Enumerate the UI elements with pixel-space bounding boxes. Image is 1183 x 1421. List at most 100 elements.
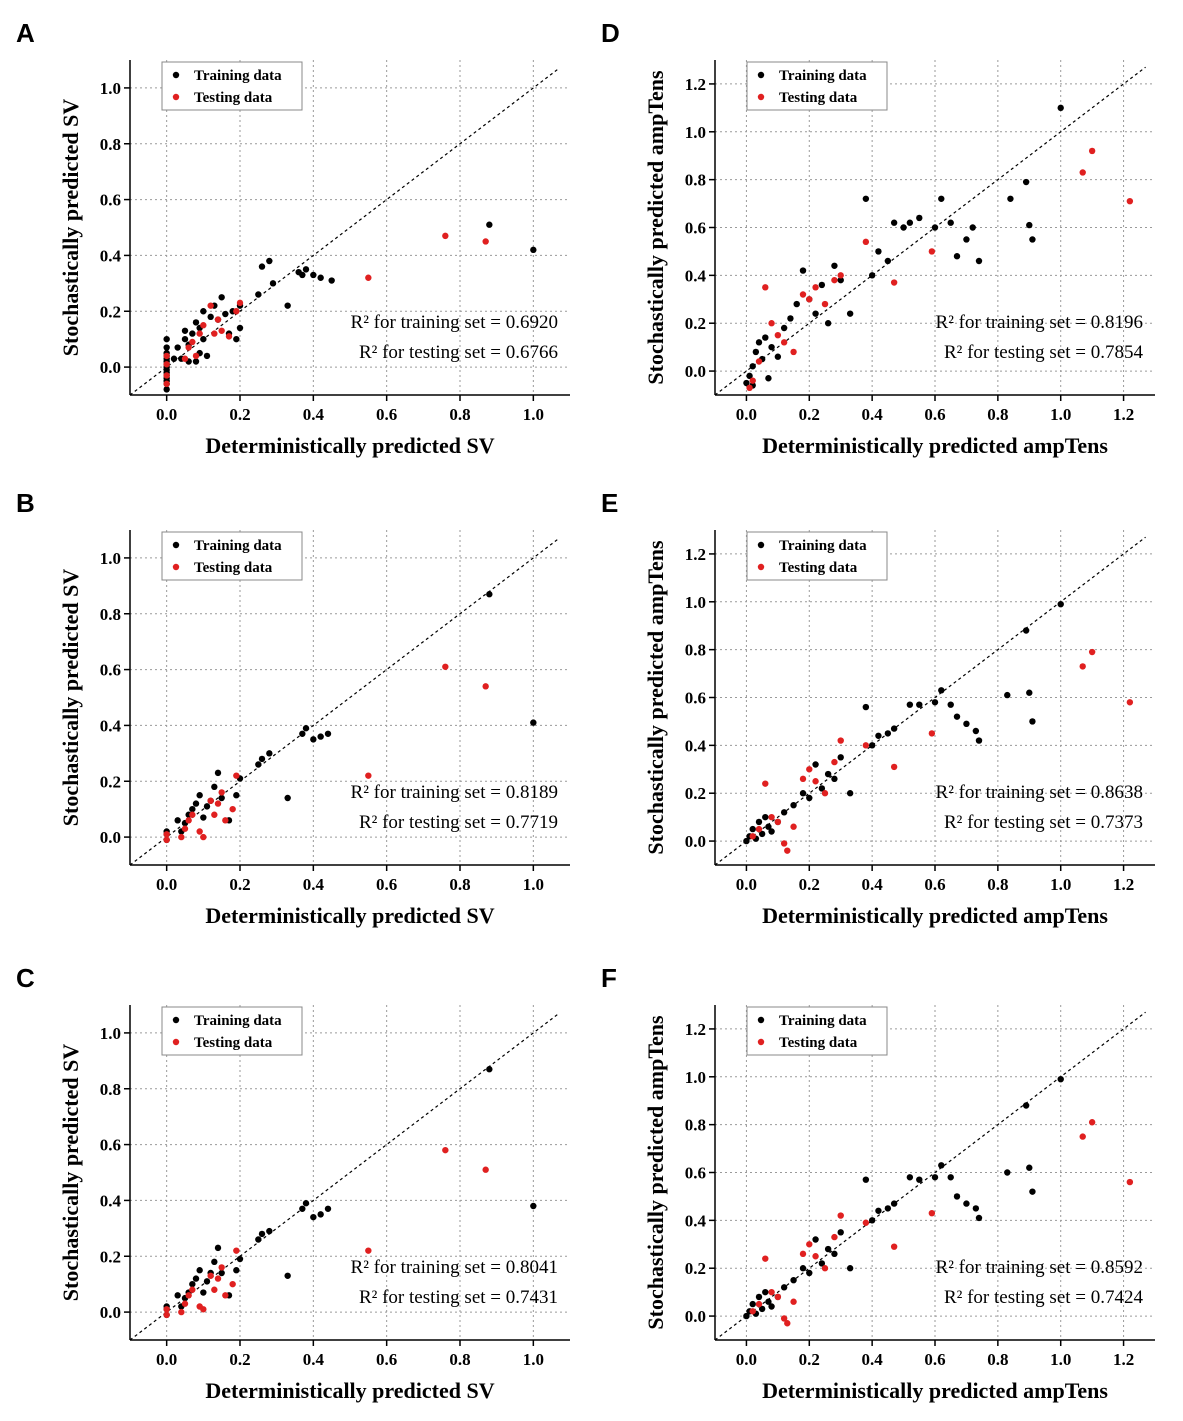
testing-point	[163, 352, 170, 360]
testing-point	[821, 1265, 829, 1272]
training-point	[762, 1288, 769, 1296]
training-point	[236, 1255, 244, 1263]
testing-point	[755, 358, 763, 365]
x-tick-label: 0.0	[736, 405, 757, 424]
testing-point	[163, 372, 170, 379]
x-axis-title: Deterministically predicted SV	[205, 903, 494, 928]
training-point	[969, 224, 976, 231]
training-point	[846, 1265, 854, 1272]
chart-svg: E 0.0 0.2 0.4 0.6 0.8 1.0 1.2 0.0 0.2 0.4 0.6 0.8 1.0…	[601, 488, 1155, 928]
training-point	[222, 310, 229, 318]
testing-point	[1088, 147, 1096, 155]
training-point	[963, 720, 970, 728]
training-point	[972, 1205, 980, 1212]
x-tick-label: 0.0	[736, 875, 757, 894]
training-point	[743, 837, 750, 845]
panel-label: A	[16, 18, 35, 48]
training-point	[846, 310, 854, 317]
legend-marker-testing	[172, 93, 180, 101]
x-tick-label: 0.8	[449, 405, 470, 424]
testing-point	[207, 797, 214, 804]
training-point	[846, 790, 854, 797]
training-point	[875, 732, 882, 739]
training-point	[755, 818, 763, 826]
testing-point	[200, 322, 207, 329]
x-tick-label: 0.2	[799, 875, 820, 894]
x-axis-title: Deterministically predicted ampTens	[762, 903, 1108, 928]
legend-label: Training data	[779, 1013, 867, 1029]
testing-point	[862, 1219, 870, 1226]
legend-marker-training	[172, 1016, 180, 1024]
training-point	[310, 271, 317, 279]
testing-point	[163, 1311, 170, 1319]
x-tick-label: 1.0	[1050, 1350, 1071, 1369]
training-point	[812, 1236, 819, 1243]
testing-point	[1126, 699, 1134, 706]
x-tick-label: 0.6	[924, 405, 945, 424]
testing-point	[928, 730, 936, 737]
legend-box	[161, 1006, 303, 1056]
panel-label: B	[16, 488, 35, 518]
y-tick-label: 0.0	[100, 828, 121, 847]
x-tick-label: 0.2	[799, 405, 820, 424]
panel-label: E	[601, 488, 618, 518]
training-point	[258, 1230, 266, 1238]
training-point	[170, 355, 178, 362]
testing-point	[1079, 663, 1086, 670]
training-point	[174, 817, 181, 824]
training-point	[174, 1292, 181, 1299]
training-point	[890, 1200, 898, 1207]
testing-point	[181, 355, 189, 362]
y-tick-label: 1.0	[100, 549, 121, 568]
training-point	[302, 725, 310, 732]
testing-point	[780, 339, 788, 346]
testing-point	[163, 831, 170, 838]
x-tick-label: 0.0	[736, 1350, 757, 1369]
y-tick-label: 0.0	[685, 362, 706, 381]
training-point	[862, 703, 870, 711]
x-tick-label: 0.4	[303, 875, 325, 894]
training-point	[831, 262, 838, 269]
y-tick-label: 0.2	[685, 314, 706, 333]
training-point	[192, 358, 200, 365]
testing-point	[768, 1288, 775, 1296]
training-point	[218, 794, 225, 802]
r2-testing-label: R² for testing set = 0.7424	[944, 1287, 1144, 1308]
training-point	[963, 1200, 970, 1207]
testing-point	[214, 1275, 222, 1282]
training-point	[953, 253, 961, 260]
training-point	[1022, 627, 1030, 634]
legend-label: Training data	[194, 68, 282, 84]
training-point	[1029, 718, 1036, 725]
training-point	[530, 246, 537, 254]
y-tick-label: 0.4	[100, 1191, 122, 1210]
x-tick-label: 1.0	[523, 405, 544, 424]
training-point	[189, 1280, 196, 1288]
testing-point	[812, 284, 819, 291]
testing-point	[806, 766, 813, 773]
y-axis-title: Stochastically predicted SV	[58, 569, 83, 827]
testing-point	[784, 847, 791, 854]
y-tick-label: 1.2	[685, 545, 706, 564]
training-point	[768, 343, 775, 351]
r2-training-label: R² for training set = 0.8189	[351, 782, 558, 803]
training-point	[916, 1176, 923, 1183]
training-point	[806, 1269, 813, 1277]
testing-point	[200, 1306, 207, 1313]
testing-point	[780, 1315, 788, 1322]
training-point	[837, 1229, 844, 1236]
testing-point	[163, 361, 170, 368]
x-tick-label: 0.4	[303, 1350, 325, 1369]
testing-point	[192, 352, 200, 360]
testing-point	[806, 1241, 813, 1248]
training-point	[749, 363, 756, 370]
training-point	[799, 790, 807, 797]
training-point	[284, 302, 291, 309]
y-axis-title: Stochastically predicted SV	[58, 1044, 83, 1302]
y-tick-label: 0.8	[100, 135, 121, 154]
testing-point	[365, 772, 372, 779]
panel-f: F 0.0 0.2 0.4 0.6 0.8 1.0 1.2 0.0 0.2 0.4 0.6 0.8 1.0…	[585, 945, 1175, 1415]
testing-point	[821, 300, 829, 308]
training-point	[890, 725, 898, 732]
y-tick-label: 1.2	[685, 75, 706, 94]
